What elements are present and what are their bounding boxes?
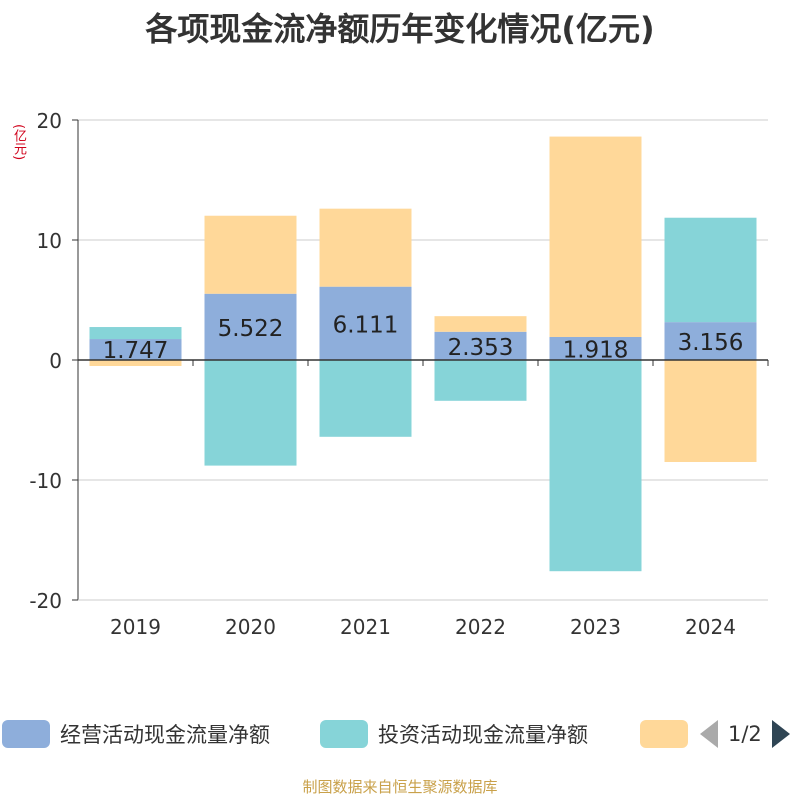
data-label: 1.918 [563, 337, 629, 363]
legend-swatch-investing [320, 720, 368, 748]
bar-series2-2021 [319, 208, 412, 287]
data-label: 3.156 [678, 330, 744, 356]
bar-series0-2019 [89, 339, 182, 360]
pager-prev-icon[interactable] [700, 720, 718, 748]
bar-series1-2024 [664, 217, 757, 323]
bar-series1-2021 [319, 360, 412, 437]
y-tick-label: 20 [37, 109, 62, 133]
bar-series1-2019 [89, 327, 182, 340]
bar-series2-2024 [664, 360, 757, 462]
legend-pager: 1/2 [700, 716, 790, 752]
x-tick-label: 2021 [340, 615, 391, 639]
bar-series2-2020 [204, 215, 297, 294]
legend-label-investing: 投资活动现金流量净额 [378, 723, 588, 747]
bar-series0-2024 [664, 322, 757, 360]
legend-swatch-operating [2, 720, 50, 748]
data-label: 6.111 [333, 312, 399, 338]
bar-series2-2023 [549, 136, 642, 337]
pager-next-icon[interactable] [771, 720, 790, 748]
legend-item-operating[interactable]: 经营活动现金流量净额 [2, 716, 270, 752]
legend: 经营活动现金流量净额 投资活动现金流量净额 [0, 716, 800, 756]
bar-series1-2020 [204, 360, 297, 466]
legend-swatch-financing [640, 720, 688, 748]
y-tick-label: 0 [49, 349, 62, 373]
data-label: 5.522 [218, 316, 284, 342]
legend-label-operating: 经营活动现金流量净额 [60, 723, 270, 747]
data-label: 2.353 [448, 335, 514, 361]
y-tick-label: 10 [37, 229, 62, 253]
bar-series1-2023 [549, 360, 642, 572]
bar-series0-2023 [549, 336, 642, 360]
legend-item-investing[interactable]: 投资活动现金流量净额 [320, 716, 588, 752]
bar-series1-2022 [434, 360, 527, 401]
data-source-note: 制图数据来自恒生聚源数据库 [302, 778, 498, 796]
x-tick-label: 2019 [110, 615, 161, 639]
x-tick-label: 2020 [225, 615, 276, 639]
chart-title: 各项现金流净额历年变化情况(亿元) [145, 10, 655, 48]
y-tick-label: -20 [29, 589, 62, 613]
bar-series0-2021 [319, 286, 412, 360]
bar-series0-2020 [204, 293, 297, 360]
y-tick-label: -10 [29, 469, 62, 493]
data-label: 1.747 [103, 338, 169, 364]
legend-item-financing[interactable] [640, 716, 698, 752]
x-tick-label: 2024 [685, 615, 736, 639]
x-tick-label: 2023 [570, 615, 621, 639]
bar-series2-2019 [89, 360, 182, 366]
bar-series2-2022 [434, 316, 527, 332]
legend-page-indicator: 1/2 [728, 722, 762, 746]
y-axis-unit: (亿元) [11, 124, 26, 161]
bar-series0-2022 [434, 331, 527, 360]
x-tick-label: 2022 [455, 615, 506, 639]
